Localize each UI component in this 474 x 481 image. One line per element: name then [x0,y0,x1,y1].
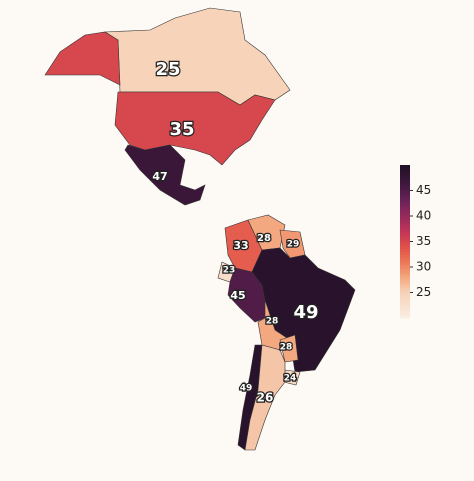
colorbar-step [400,238,410,242]
region-label: 33 [233,239,248,252]
colorbar-step [400,210,410,214]
colorbar-step [400,279,410,283]
colorbar-step [400,292,410,296]
colorbar-step [400,287,410,291]
region-label: 28 [257,233,271,244]
region-label: 29 [287,240,300,250]
region-label: 25 [155,59,180,80]
colorbar-step [400,312,410,316]
colorbar-step [400,172,410,176]
region [251,247,356,373]
labels: 25 35 47 33 28 29 23 45 49 28 28 24 49 26 [151,58,320,406]
colorbar-step [400,177,410,181]
region [244,344,286,451]
colorbar-step [400,267,410,271]
region-label: 49 [293,302,318,323]
colorbar-step [400,182,410,186]
region-label: 35 [169,119,194,140]
region-label: 24 [284,374,297,384]
colorbar-step [400,315,410,319]
colorbar-step [400,300,410,304]
colorbar-step [400,282,410,286]
colorbar-step [400,310,410,314]
colorbar-step [400,254,410,258]
colorbar-step [400,305,410,309]
colorbar-step [400,228,410,232]
colorbar-step [400,261,410,265]
colorbar-tick-label: 30 [416,260,431,274]
colorbar-step [400,241,410,245]
colorbar-step [400,295,410,299]
colorbar-step [400,187,410,191]
colorbar-step [400,297,410,301]
colorbar-step [400,236,410,240]
colorbar-step [400,269,410,273]
colorbar-step [400,165,410,169]
colorbar-step [400,289,410,293]
colorbar-step [400,175,410,179]
regions [44,7,356,451]
colorbar-step [400,249,410,253]
colorbar-step [400,307,410,311]
region [104,7,291,106]
region [124,144,206,206]
colorbar-step [400,246,410,250]
colorbar-step [400,203,410,207]
region-label: 23 [223,266,236,276]
colorbar-step [400,213,410,217]
colorbar-step [400,190,410,194]
colorbar-step [400,277,410,281]
colorbar-step [400,216,410,220]
colorbar-step [400,226,410,230]
colorbar-step [400,198,410,202]
region-label: 28 [266,317,279,327]
colorbar-step [400,284,410,288]
colorbar-step [400,193,410,197]
colorbar-step [400,218,410,222]
colorbar-step [400,208,410,212]
colorbar-step [400,185,410,189]
region [279,334,299,363]
colorbar-step [400,223,410,227]
colorbar-step [400,259,410,263]
region-label: 49 [240,384,253,394]
colorbar-tick-label: 35 [416,234,431,248]
colorbar-tick-label: 45 [416,183,431,197]
colorbar-step [400,231,410,235]
region-label: 26 [257,391,274,405]
colorbar-step [400,205,410,209]
colorbar-step [400,274,410,278]
colorbar-step [400,244,410,248]
colorbar-step [400,170,410,174]
colorbar-tick-label: 40 [416,209,431,223]
region [44,31,121,86]
colorbar-step [400,221,410,225]
colorbar-step [400,264,410,268]
colorbar-step [400,180,410,184]
colorbar-step [400,233,410,237]
colorbar-step [400,256,410,260]
colorbar-step [400,195,410,199]
colorbar-tick-label: 25 [416,285,431,299]
region-label: 28 [280,343,293,353]
region-label: 45 [230,289,245,302]
colorbar: 25 30 35 40 45 [400,165,431,319]
region-label: 47 [152,170,167,183]
colorbar-step [400,302,410,306]
colorbar-step [400,167,410,171]
colorbar-step [400,200,410,204]
colorbar-step [400,251,410,255]
colorbar-step [400,272,410,276]
